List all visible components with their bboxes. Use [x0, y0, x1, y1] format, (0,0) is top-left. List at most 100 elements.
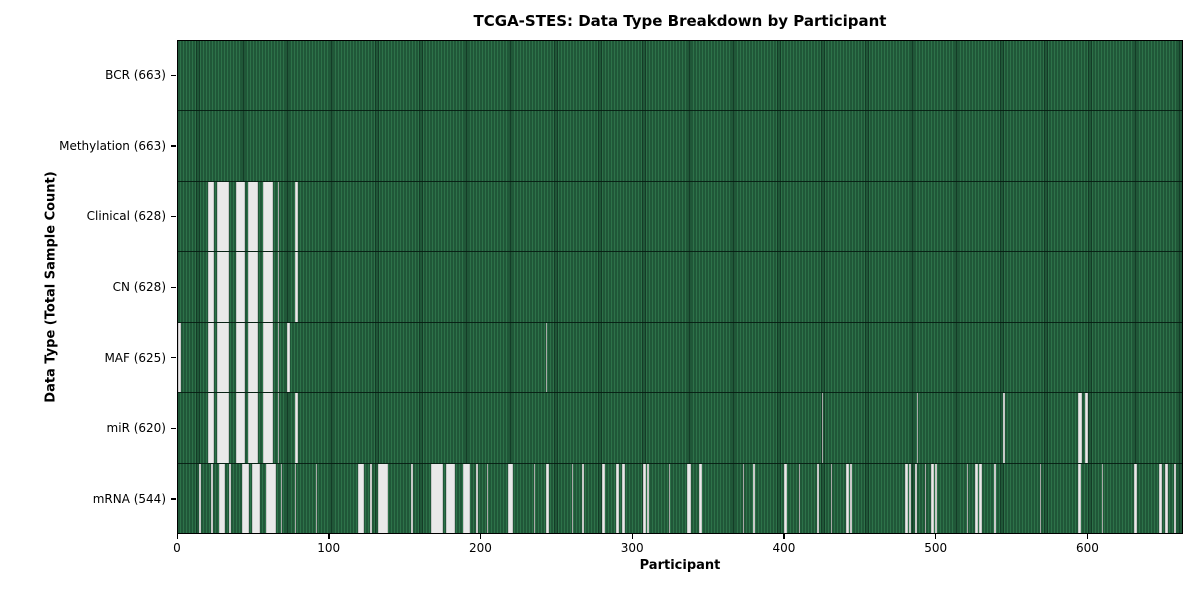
x-tick-label: 300	[620, 541, 644, 555]
plot-area: Present Absent	[177, 40, 1183, 534]
absent-stripe	[277, 393, 280, 463]
row-bcr	[178, 41, 1182, 112]
absent-stripe	[979, 463, 983, 533]
absent-stripe	[1077, 463, 1081, 533]
y-tick-mark	[171, 145, 176, 147]
absent-stripe	[935, 463, 937, 533]
absent-stripe	[262, 393, 274, 463]
x-tick-mark	[935, 534, 937, 539]
y-tick-mark	[171, 286, 176, 288]
absent-stripe	[1085, 393, 1089, 463]
absent-stripe	[229, 463, 231, 533]
absent-stripe	[411, 463, 413, 533]
absent-stripe	[178, 322, 182, 393]
absent-stripe	[1003, 393, 1005, 463]
absent-stripe	[642, 463, 646, 533]
absent-stripe	[294, 181, 298, 252]
row-cn	[178, 252, 1182, 323]
absent-stripe	[486, 463, 489, 533]
absent-stripe	[287, 322, 291, 393]
y-tick-label: MAF (625)	[104, 350, 166, 365]
absent-stripe	[545, 463, 549, 533]
absent-stripe	[208, 322, 215, 393]
x-tick-mark	[328, 534, 330, 539]
absent-stripe	[277, 181, 280, 252]
x-tick-mark	[176, 534, 178, 539]
absent-stripe	[265, 463, 277, 533]
absent-stripe	[1165, 463, 1169, 533]
y-tick-mark	[171, 357, 176, 359]
x-tick-mark	[479, 534, 482, 539]
absent-stripe	[742, 463, 745, 533]
y-tick-label: mRNA (544)	[92, 491, 166, 506]
absent-stripe	[974, 463, 978, 533]
x-tick-label: 500	[924, 541, 948, 555]
absent-stripe	[916, 393, 919, 463]
absent-stripe	[1039, 463, 1042, 533]
x-tick-mark	[783, 534, 785, 539]
absent-stripe	[850, 463, 852, 533]
absent-stripe	[582, 463, 584, 533]
y-tick-mark	[171, 427, 176, 429]
absent-stripe	[1077, 393, 1083, 463]
rows-container	[178, 41, 1182, 533]
x-tick-label: 0	[173, 541, 181, 555]
absent-stripe	[446, 463, 456, 533]
absent-stripe	[508, 463, 513, 533]
absent-stripe	[668, 463, 671, 533]
absent-stripe	[615, 463, 619, 533]
x-tick-mark	[631, 534, 633, 539]
absent-stripe	[294, 393, 298, 463]
absent-stripe	[235, 181, 245, 252]
absent-stripe	[476, 463, 478, 533]
absent-stripe	[247, 252, 259, 322]
absent-stripe	[208, 252, 215, 322]
row-methylation	[178, 111, 1182, 182]
absent-stripe	[1101, 463, 1104, 533]
x-axis-title: Participant	[639, 558, 721, 573]
absent-stripe	[930, 463, 934, 533]
absent-stripe	[621, 463, 625, 533]
absent-stripe	[294, 463, 297, 533]
absent-stripe	[830, 463, 833, 533]
y-tick-label: Methylation (663)	[59, 138, 166, 153]
absent-stripe	[235, 252, 245, 322]
absent-stripe	[241, 463, 250, 533]
absent-stripe	[208, 181, 215, 252]
absent-stripe	[211, 463, 213, 533]
absent-stripe	[462, 463, 471, 533]
y-tick-label: miR (620)	[106, 421, 166, 436]
absent-stripe	[277, 252, 280, 322]
absent-stripe	[1174, 463, 1176, 533]
absent-stripe	[217, 393, 230, 463]
y-tick-label: CN (628)	[112, 280, 166, 294]
row-clinical	[178, 181, 1182, 253]
x-tick-label: 200	[469, 541, 492, 555]
absent-stripe	[235, 393, 245, 463]
absent-stripe	[1159, 463, 1163, 533]
absent-stripe	[753, 463, 755, 533]
absent-stripe	[909, 463, 911, 533]
absent-stripe	[218, 463, 225, 533]
absent-stripe	[686, 463, 692, 533]
chart-title: TCGA-STES: Data Type Breakdown by Partic…	[473, 12, 887, 30]
absent-stripe	[262, 322, 274, 393]
absent-stripe	[217, 322, 230, 393]
absent-stripe	[647, 463, 649, 533]
y-tick-mark	[171, 74, 176, 77]
y-tick-mark	[171, 498, 176, 500]
absent-stripe	[1133, 463, 1137, 533]
absent-stripe	[280, 463, 283, 533]
absent-stripe	[262, 181, 274, 252]
row-mrna	[178, 463, 1182, 533]
absent-stripe	[924, 463, 927, 533]
absent-stripe	[904, 463, 908, 533]
absent-stripe	[966, 463, 969, 533]
absent-stripe	[277, 322, 280, 393]
absent-stripe	[845, 463, 849, 533]
y-tick-label: BCR (663)	[105, 68, 166, 83]
absent-stripe	[294, 252, 298, 322]
absent-stripe	[545, 322, 548, 393]
absent-stripe	[377, 463, 389, 533]
